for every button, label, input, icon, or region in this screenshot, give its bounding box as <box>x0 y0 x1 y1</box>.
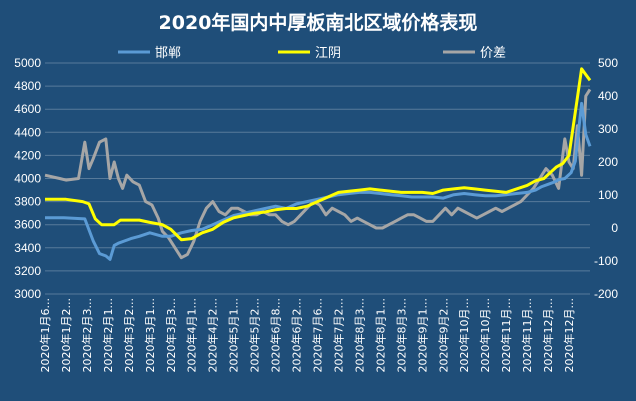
x-tick-label: 2020年4月1... <box>185 298 199 372</box>
x-tick-label: 2020年8月3... <box>394 298 408 372</box>
x-tick-label: 2020年9月2... <box>436 298 450 372</box>
x-tick-label: 2020年3月2... <box>122 298 136 372</box>
y-left-tick-label: 3600 <box>14 218 41 232</box>
y-axis-right: -200 -100 0 100 200 300 400 500 <box>594 56 618 301</box>
x-tick-label: 2020年11月... <box>520 298 534 372</box>
series-line-0 <box>45 101 592 261</box>
legend-label: 价差 <box>480 46 506 61</box>
x-tick-label: 2020年10月... <box>457 298 471 372</box>
y-right-tick-label: -100 <box>594 254 618 268</box>
gridlines <box>45 62 590 295</box>
x-tick-label: 2020年10月... <box>478 298 492 372</box>
x-tick-label: 2020年5月1... <box>227 298 241 372</box>
y-left-tick-label: 4800 <box>14 79 41 93</box>
x-tick-label: 2020年7月2... <box>331 298 345 372</box>
series-lines <box>44 67 592 261</box>
legend-label: 江阴 <box>315 46 341 61</box>
x-tick-label: 2020年7月6... <box>311 298 325 372</box>
chart-title: 2020年国内中厚板南北区域价格表现 <box>159 11 478 34</box>
y-left-tick-label: 4200 <box>14 148 41 162</box>
y-left-tick-label: 3000 <box>14 287 41 301</box>
x-tick-label: 2020年8月1... <box>373 298 387 372</box>
legend-label: 邯郸 <box>155 46 181 61</box>
x-tick-label: 2020年1月6... <box>38 298 52 372</box>
y-right-tick-label: -200 <box>594 287 618 301</box>
x-tick-label: 2020年5月2... <box>248 298 262 372</box>
x-axis: 2020年1月6... 2020年1月2... 2020年2月3... 2020年2月… <box>38 298 576 372</box>
x-tick-label: 2020年12月... <box>562 298 576 372</box>
x-tick-label: 2020年2月1... <box>101 298 115 372</box>
legend: 邯郸 江阴 价差 <box>118 46 506 61</box>
x-tick-label: 2020年3月1... <box>143 298 157 372</box>
x-tick-label: 2020年6月8... <box>269 298 283 372</box>
x-tick-label: 2020年12月... <box>541 298 555 372</box>
series-line-1 <box>45 67 592 242</box>
series-line-2 <box>44 88 592 260</box>
x-tick-label: 2020年3月3... <box>164 298 178 372</box>
y-right-tick-label: 100 <box>598 188 618 202</box>
x-tick-label: 2020年8月3... <box>352 298 366 372</box>
x-tick-label: 2020年6月2... <box>290 298 304 372</box>
y-left-tick-label: 4400 <box>14 125 41 139</box>
x-tick-label: 2020年2月3... <box>80 298 94 372</box>
y-left-tick-label: 4000 <box>14 172 41 186</box>
y-right-tick-label: 400 <box>598 89 618 103</box>
y-right-tick-label: 0 <box>611 221 618 235</box>
y-left-tick-label: 3400 <box>14 241 41 255</box>
y-right-tick-label: 500 <box>598 56 618 70</box>
y-left-tick-label: 4600 <box>14 102 41 116</box>
y-left-tick-label: 3200 <box>14 264 41 278</box>
y-axis-left: 3000 3200 3400 3600 3800 4000 4200 4400 4600 4800… <box>14 56 41 301</box>
x-tick-label: 2020年1月2... <box>59 298 73 372</box>
y-right-tick-label: 300 <box>598 122 618 136</box>
x-tick-label: 2020年4月2... <box>206 298 220 372</box>
x-tick-label: 2020年11月... <box>499 298 513 372</box>
y-right-tick-label: 200 <box>598 155 618 169</box>
y-left-tick-label: 3800 <box>14 195 41 209</box>
y-left-tick-label: 5000 <box>14 56 41 70</box>
x-tick-label: 2020年9月1... <box>415 298 429 372</box>
